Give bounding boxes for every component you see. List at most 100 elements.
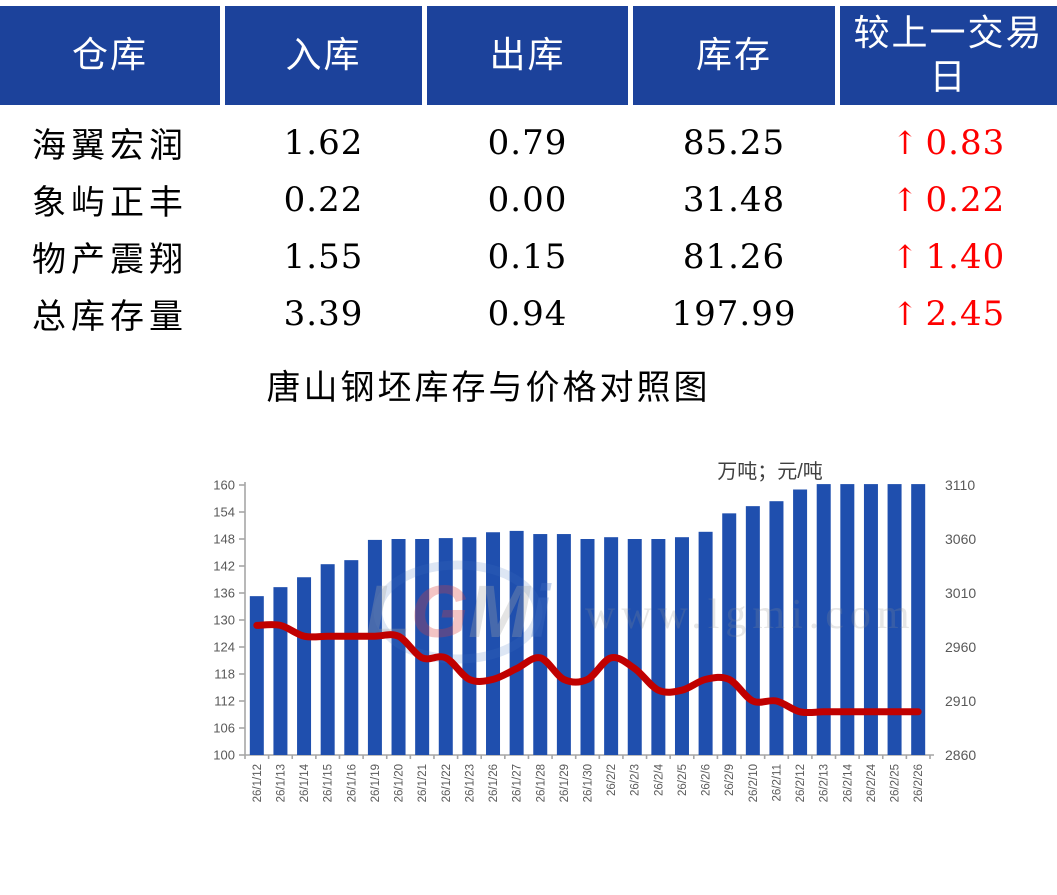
svg-text:26/2/3: 26/2/3 — [630, 764, 642, 796]
svg-text:26/1/23: 26/1/23 — [464, 764, 476, 802]
bar — [840, 484, 855, 755]
bar — [344, 560, 359, 755]
change-value: ↑ 0.22 — [840, 171, 1057, 228]
svg-text:26/1/19: 26/1/19 — [370, 764, 382, 802]
svg-text:26/1/16: 26/1/16 — [346, 764, 358, 802]
bar — [863, 484, 878, 755]
watermark-logo-ellipse — [373, 560, 543, 664]
bar — [698, 531, 713, 755]
svg-text:26/2/9: 26/2/9 — [724, 764, 736, 796]
bar — [604, 537, 619, 755]
svg-text:26/1/29: 26/1/29 — [559, 764, 571, 802]
svg-text:3110: 3110 — [945, 477, 975, 493]
outbound-value: 0.94 — [487, 293, 568, 334]
change-value: ↑ 0.83 — [840, 114, 1057, 171]
outbound-value: 0.00 — [487, 179, 568, 220]
up-arrow-icon: ↑ — [891, 123, 919, 162]
svg-text:26/1/30: 26/1/30 — [583, 764, 595, 802]
svg-text:26/1/27: 26/1/27 — [512, 764, 524, 802]
stock-value: 85.25 — [682, 122, 786, 163]
change-amount: 1.40 — [925, 236, 1006, 277]
table-body: 海翼宏润 1.62 0.79 85.25 ↑ 0.83 象屿正丰 0.22 0.00 31.48 ↑… — [0, 114, 1057, 342]
header-cell-4: 较上一交易日 — [840, 6, 1057, 105]
bar — [651, 539, 666, 755]
bar — [415, 539, 430, 755]
up-arrow-icon: ↑ — [891, 180, 919, 219]
warehouse-name: 总库存量 — [32, 297, 188, 337]
warehouse-name: 海翼宏润 — [32, 126, 188, 166]
svg-text:136: 136 — [213, 586, 235, 601]
warehouse-name: 象屿正丰 — [32, 183, 188, 223]
svg-text:26/2/26: 26/2/26 — [913, 764, 925, 802]
bar — [887, 484, 902, 755]
bar — [486, 532, 501, 755]
svg-text:26/2/10: 26/2/10 — [748, 764, 760, 802]
up-arrow-icon: ↑ — [891, 237, 919, 276]
bar — [462, 537, 477, 755]
header-cell-1: 入库 — [225, 6, 422, 105]
watermark: LGMi www.lgmi.com — [366, 560, 910, 664]
bar — [722, 513, 737, 755]
svg-text:26/2/11: 26/2/11 — [771, 764, 783, 802]
svg-text:3010: 3010 — [945, 585, 976, 601]
svg-text:26/1/21: 26/1/21 — [417, 764, 429, 802]
svg-text:26/2/12: 26/2/12 — [795, 764, 807, 802]
table-row: 总库存量 3.39 0.94 197.99 ↑ 2.45 — [0, 285, 1057, 342]
bar — [793, 489, 808, 755]
svg-text:26/2/5: 26/2/5 — [677, 764, 689, 796]
inbound-value: 0.22 — [283, 179, 364, 220]
bar — [273, 587, 288, 755]
table-row: 象屿正丰 0.22 0.00 31.48 ↑ 0.22 — [0, 171, 1057, 228]
svg-text:118: 118 — [214, 667, 235, 682]
inbound-value: 1.62 — [283, 122, 364, 163]
svg-text:26/1/15: 26/1/15 — [323, 764, 335, 802]
svg-text:26/2/14: 26/2/14 — [842, 763, 854, 802]
change-amount: 2.45 — [925, 293, 1006, 334]
header-cell-0: 仓库 — [0, 6, 220, 105]
svg-text:26/1/14: 26/1/14 — [299, 763, 311, 802]
watermark-logo-text: LGMi — [366, 570, 552, 653]
header-cell-2: 出库 — [427, 6, 628, 105]
svg-text:26/1/26: 26/1/26 — [488, 764, 500, 802]
bar — [509, 530, 524, 755]
svg-text:26/2/25: 26/2/25 — [890, 764, 902, 802]
inbound-value: 3.39 — [283, 293, 364, 334]
table-row: 海翼宏润 1.62 0.79 85.25 ↑ 0.83 — [0, 114, 1057, 171]
up-arrow-icon: ↑ — [891, 294, 919, 333]
inventory-price-chart: 100 106 112 118 124 130 136 142 148 154 160 2860 291… — [213, 460, 976, 802]
bar — [674, 537, 689, 755]
bar — [438, 538, 453, 755]
svg-text:26/2/13: 26/2/13 — [819, 764, 831, 802]
svg-text:130: 130 — [213, 613, 235, 628]
svg-text:26/2/2: 26/2/2 — [606, 764, 618, 796]
svg-text:26/1/13: 26/1/13 — [275, 764, 287, 802]
svg-text:100: 100 — [213, 748, 235, 763]
svg-text:148: 148 — [213, 532, 235, 547]
svg-text:26/1/12: 26/1/12 — [252, 764, 264, 802]
bar — [745, 506, 760, 755]
chart-title: 唐山钢坯库存与价格对照图 — [266, 368, 711, 408]
svg-text:160: 160 — [213, 478, 235, 493]
bar — [556, 534, 571, 755]
bar — [297, 577, 312, 755]
bar — [816, 484, 831, 755]
stock-value: 81.26 — [682, 236, 786, 277]
stock-value: 197.99 — [671, 293, 797, 334]
svg-text:26/1/22: 26/1/22 — [441, 764, 453, 802]
bar — [769, 501, 784, 755]
bar — [627, 539, 642, 755]
table-header: 仓库 入库 出库 库存 较上一交易日 — [0, 6, 1057, 105]
svg-text:2910: 2910 — [945, 693, 976, 709]
left-axis-tick-labels: 100 106 112 118 124 130 136 142 148 154 160 — [213, 478, 235, 763]
table-row: 物产震翔 1.55 0.15 81.26 ↑ 1.40 — [0, 228, 1057, 285]
svg-text:2860: 2860 — [945, 747, 976, 763]
svg-text:112: 112 — [214, 694, 235, 709]
axis-units-label: 万吨；元/吨 — [717, 460, 823, 483]
bar — [249, 596, 264, 755]
header-cell-3: 库存 — [633, 6, 835, 105]
svg-text:26/2/4: 26/2/4 — [653, 763, 665, 796]
inbound-value: 1.55 — [283, 236, 364, 277]
svg-text:26/2/6: 26/2/6 — [701, 764, 713, 796]
stock-value: 31.48 — [682, 179, 786, 220]
svg-text:3060: 3060 — [945, 531, 976, 547]
